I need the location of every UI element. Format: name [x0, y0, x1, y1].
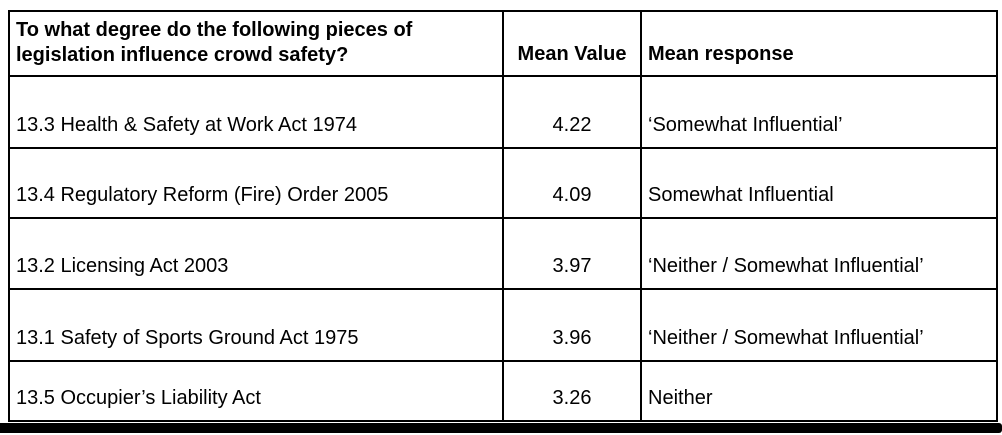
mean-value-cell: 3.96 — [502, 288, 642, 362]
mean-response-cell: Neither — [640, 360, 998, 422]
mean-response-cell: ‘Neither / Somewhat Influential’ — [640, 288, 998, 362]
page-bottom-border — [0, 423, 1002, 433]
mean-response-header-cell: Mean response — [640, 10, 998, 77]
table-header-row: To what degree do the following pieces o… — [8, 10, 998, 77]
mean-value-cell: 4.09 — [502, 147, 642, 219]
mean-value-header-cell: Mean Value — [502, 10, 642, 77]
table-row: 13.5 Occupier’s Liability Act 3.26 Neith… — [8, 360, 998, 422]
legislation-influence-table: To what degree do the following pieces o… — [8, 10, 998, 422]
mean-response-cell: ‘Somewhat Influential’ — [640, 75, 998, 149]
mean-value-cell: 4.22 — [502, 75, 642, 149]
question-header-cell: To what degree do the following pieces o… — [8, 10, 504, 77]
mean-response-cell: ‘Neither / Somewhat Influential’ — [640, 217, 998, 290]
legislation-cell: 13.3 Health & Safety at Work Act 1974 — [8, 75, 504, 149]
table-row: 13.1 Safety of Sports Ground Act 1975 3.… — [8, 288, 998, 362]
mean-value-cell: 3.26 — [502, 360, 642, 422]
table-row: 13.3 Health & Safety at Work Act 1974 4.… — [8, 75, 998, 149]
mean-value-cell: 3.97 — [502, 217, 642, 290]
legislation-cell: 13.1 Safety of Sports Ground Act 1975 — [8, 288, 504, 362]
legislation-cell: 13.4 Regulatory Reform (Fire) Order 2005 — [8, 147, 504, 219]
mean-response-cell: Somewhat Influential — [640, 147, 998, 219]
legislation-cell: 13.5 Occupier’s Liability Act — [8, 360, 504, 422]
table-row: 13.2 Licensing Act 2003 3.97 ‘Neither / … — [8, 217, 998, 290]
legislation-cell: 13.2 Licensing Act 2003 — [8, 217, 504, 290]
table-row: 13.4 Regulatory Reform (Fire) Order 2005… — [8, 147, 998, 219]
